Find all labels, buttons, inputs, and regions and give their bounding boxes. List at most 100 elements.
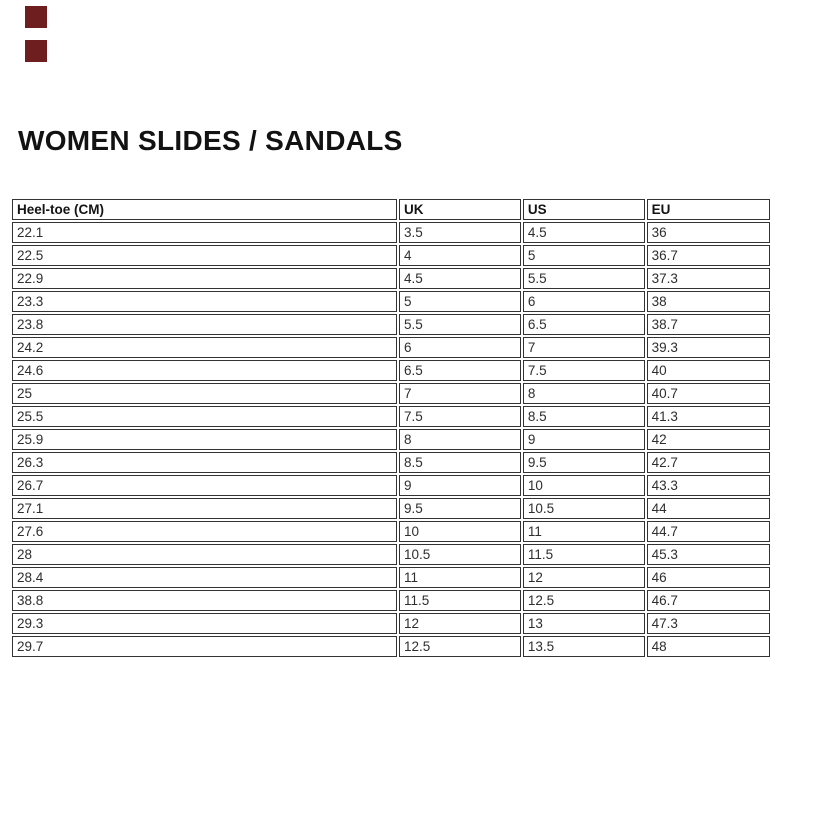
cell-us: 11.5 xyxy=(522,544,645,565)
cell-uk: 5 xyxy=(399,291,521,312)
cell-heel_toe_cm: 25 xyxy=(12,383,398,404)
table-header-row: Heel-toe (CM) UK US EU xyxy=(12,199,770,220)
cell-heel_toe_cm: 23.3 xyxy=(12,291,398,312)
cell-uk: 8.5 xyxy=(399,452,521,473)
cell-us: 8 xyxy=(522,383,645,404)
cell-us: 9.5 xyxy=(522,452,645,473)
table-row: 24.6 6.5 7.5 40 xyxy=(12,360,770,381)
cell-uk: 8 xyxy=(399,429,521,450)
column-header-heel-toe-cm: Heel-toe (CM) xyxy=(12,199,398,220)
cell-us: 5 xyxy=(522,245,645,266)
cell-heel_toe_cm: 25.5 xyxy=(12,406,398,427)
cell-eu: 38.7 xyxy=(646,314,770,335)
table-row: 22.1 3.5 4.5 36 xyxy=(12,222,770,243)
table-row: 25 7 8 40.7 xyxy=(12,383,770,404)
size-table-body: 22.1 3.5 4.5 36 22.5 4 5 36.7 22.9 4.5 5.5 37.3 23.3… xyxy=(12,222,770,657)
cell-uk: 4.5 xyxy=(399,268,521,289)
cell-heel_toe_cm: 29.3 xyxy=(12,613,398,634)
cell-us: 7 xyxy=(522,337,645,358)
cell-uk: 12 xyxy=(399,613,521,634)
cell-us: 6 xyxy=(522,291,645,312)
cell-heel_toe_cm: 28 xyxy=(12,544,398,565)
cell-uk: 11.5 xyxy=(399,590,521,611)
table-row: 38.8 11.5 12.5 46.7 xyxy=(12,590,770,611)
cell-eu: 42.7 xyxy=(646,452,770,473)
cell-us: 5.5 xyxy=(522,268,645,289)
cell-uk: 12.5 xyxy=(399,636,521,657)
cell-heel_toe_cm: 26.3 xyxy=(12,452,398,473)
cell-us: 12 xyxy=(522,567,645,588)
cell-heel_toe_cm: 26.7 xyxy=(12,475,398,496)
table-row: 27.1 9.5 10.5 44 xyxy=(12,498,770,519)
table-row: 23.8 5.5 6.5 38.7 xyxy=(12,314,770,335)
cell-us: 7.5 xyxy=(522,360,645,381)
cell-us: 13.5 xyxy=(522,636,645,657)
cell-heel_toe_cm: 27.1 xyxy=(12,498,398,519)
cell-us: 12.5 xyxy=(522,590,645,611)
cell-uk: 3.5 xyxy=(399,222,521,243)
table-row: 28.4 11 12 46 xyxy=(12,567,770,588)
cell-heel_toe_cm: 28.4 xyxy=(12,567,398,588)
cell-us: 13 xyxy=(522,613,645,634)
cell-us: 6.5 xyxy=(522,314,645,335)
cell-eu: 37.3 xyxy=(646,268,770,289)
table-row: 27.6 10 11 44.7 xyxy=(12,521,770,542)
cell-eu: 36 xyxy=(646,222,770,243)
table-row: 24.2 6 7 39.3 xyxy=(12,337,770,358)
cell-us: 8.5 xyxy=(522,406,645,427)
cell-uk: 9.5 xyxy=(399,498,521,519)
cell-heel_toe_cm: 22.1 xyxy=(12,222,398,243)
cell-eu: 42 xyxy=(646,429,770,450)
table-row: 28 10.5 11.5 45.3 xyxy=(12,544,770,565)
cell-eu: 46 xyxy=(646,567,770,588)
column-header-eu: EU xyxy=(646,199,770,220)
cell-uk: 9 xyxy=(399,475,521,496)
table-row: 26.7 9 10 43.3 xyxy=(12,475,770,496)
cell-eu: 40 xyxy=(646,360,770,381)
column-header-uk: UK xyxy=(399,199,521,220)
table-row: 22.5 4 5 36.7 xyxy=(12,245,770,266)
cell-eu: 36.7 xyxy=(646,245,770,266)
cell-uk: 7.5 xyxy=(399,406,521,427)
cell-uk: 10.5 xyxy=(399,544,521,565)
cell-heel_toe_cm: 29.7 xyxy=(12,636,398,657)
cell-heel_toe_cm: 24.2 xyxy=(12,337,398,358)
cell-heel_toe_cm: 23.8 xyxy=(12,314,398,335)
cell-eu: 41.3 xyxy=(646,406,770,427)
table-row: 25.9 8 9 42 xyxy=(12,429,770,450)
corner-mark-top xyxy=(25,6,47,28)
cell-uk: 6.5 xyxy=(399,360,521,381)
cell-heel_toe_cm: 38.8 xyxy=(12,590,398,611)
cell-heel_toe_cm: 22.9 xyxy=(12,268,398,289)
column-header-us: US xyxy=(522,199,645,220)
cell-uk: 4 xyxy=(399,245,521,266)
cell-eu: 46.7 xyxy=(646,590,770,611)
cell-uk: 11 xyxy=(399,567,521,588)
cell-eu: 38 xyxy=(646,291,770,312)
cell-eu: 44.7 xyxy=(646,521,770,542)
cell-heel_toe_cm: 24.6 xyxy=(12,360,398,381)
cell-uk: 10 xyxy=(399,521,521,542)
cell-us: 11 xyxy=(522,521,645,542)
cell-eu: 40.7 xyxy=(646,383,770,404)
table-row: 25.5 7.5 8.5 41.3 xyxy=(12,406,770,427)
table-row: 23.3 5 6 38 xyxy=(12,291,770,312)
cell-heel_toe_cm: 25.9 xyxy=(12,429,398,450)
table-row: 29.7 12.5 13.5 48 xyxy=(12,636,770,657)
table-row: 26.3 8.5 9.5 42.7 xyxy=(12,452,770,473)
cell-eu: 47.3 xyxy=(646,613,770,634)
cell-uk: 7 xyxy=(399,383,521,404)
cell-heel_toe_cm: 27.6 xyxy=(12,521,398,542)
cell-us: 10 xyxy=(522,475,645,496)
cell-eu: 39.3 xyxy=(646,337,770,358)
cell-eu: 45.3 xyxy=(646,544,770,565)
cell-eu: 48 xyxy=(646,636,770,657)
table-row: 29.3 12 13 47.3 xyxy=(12,613,770,634)
cell-heel_toe_cm: 22.5 xyxy=(12,245,398,266)
size-chart-table: Heel-toe (CM) UK US EU 22.1 3.5 4.5 36 22.5 4… xyxy=(10,197,772,659)
cell-uk: 5.5 xyxy=(399,314,521,335)
cell-us: 4.5 xyxy=(522,222,645,243)
corner-mark-bottom xyxy=(25,40,47,62)
cell-us: 10.5 xyxy=(522,498,645,519)
cell-us: 9 xyxy=(522,429,645,450)
